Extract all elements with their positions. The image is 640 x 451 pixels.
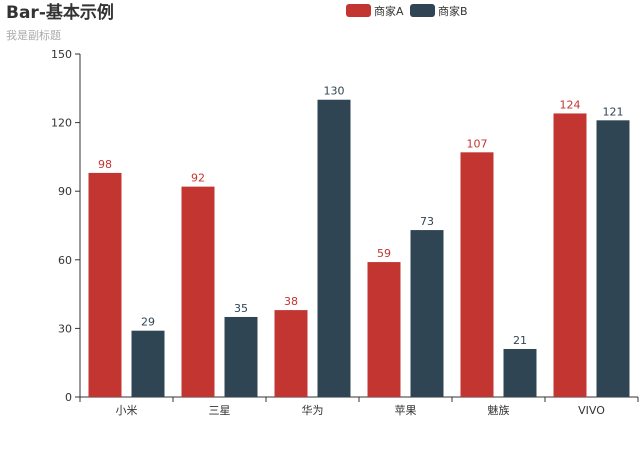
bar[interactable] [88, 172, 122, 397]
chart-subtitle: 我是副标题 [6, 28, 61, 42]
legend-label[interactable]: 商家A [374, 4, 404, 18]
legend-swatch[interactable] [410, 4, 435, 17]
bar-value-label: 92 [191, 172, 205, 185]
bar-value-label: 73 [420, 215, 434, 228]
bar-value-label: 29 [141, 316, 155, 329]
bar[interactable] [224, 316, 258, 397]
bar-value-label: 59 [377, 247, 391, 260]
bar-value-label: 38 [284, 295, 298, 308]
bar-value-label: 130 [324, 85, 345, 98]
legend-label[interactable]: 商家B [438, 4, 468, 18]
y-axis: 0 30 60 90 120 150 [51, 48, 81, 404]
y-tick-label: 0 [65, 391, 72, 404]
x-tick-label: 魅族 [488, 403, 510, 417]
bar[interactable] [410, 230, 444, 397]
y-tick-label: 30 [58, 322, 72, 335]
bar-value-label: 21 [513, 334, 527, 347]
legend-swatch[interactable] [346, 4, 371, 17]
bar-value-label: 98 [98, 158, 112, 171]
bars [88, 99, 630, 398]
bar[interactable] [553, 113, 587, 397]
x-tick-label: 华为 [302, 403, 324, 417]
bar[interactable] [460, 152, 494, 397]
bar-value-label: 121 [603, 105, 624, 118]
bar[interactable] [274, 310, 308, 397]
bar-value-label: 107 [467, 137, 488, 150]
data-labels: 98 92 38 59 107 124 29 35 130 73 21 121 [98, 85, 624, 347]
bar[interactable] [367, 262, 401, 397]
y-tick-label: 150 [51, 48, 72, 61]
x-tick-label: 三星 [209, 404, 231, 417]
y-tick-label: 60 [58, 254, 72, 267]
bar-value-label: 124 [560, 98, 581, 111]
x-tick-label: 小米 [116, 404, 138, 417]
bar[interactable] [503, 348, 537, 397]
bar[interactable] [131, 330, 165, 397]
x-tick-label: 苹果 [395, 403, 417, 417]
bar[interactable] [596, 120, 630, 398]
x-tick-label: VIVO [578, 404, 605, 417]
chart-title: Bar-基本示例 [6, 2, 114, 23]
bar[interactable] [317, 99, 351, 397]
bar-value-label: 35 [234, 302, 248, 315]
x-axis: 小米 三星 华为 苹果 魅族 VIVO [79, 396, 639, 417]
legend[interactable]: 商家A 商家B [346, 4, 468, 18]
y-tick-label: 120 [51, 117, 72, 130]
y-tick-label: 90 [58, 185, 72, 198]
bar[interactable] [181, 186, 215, 397]
